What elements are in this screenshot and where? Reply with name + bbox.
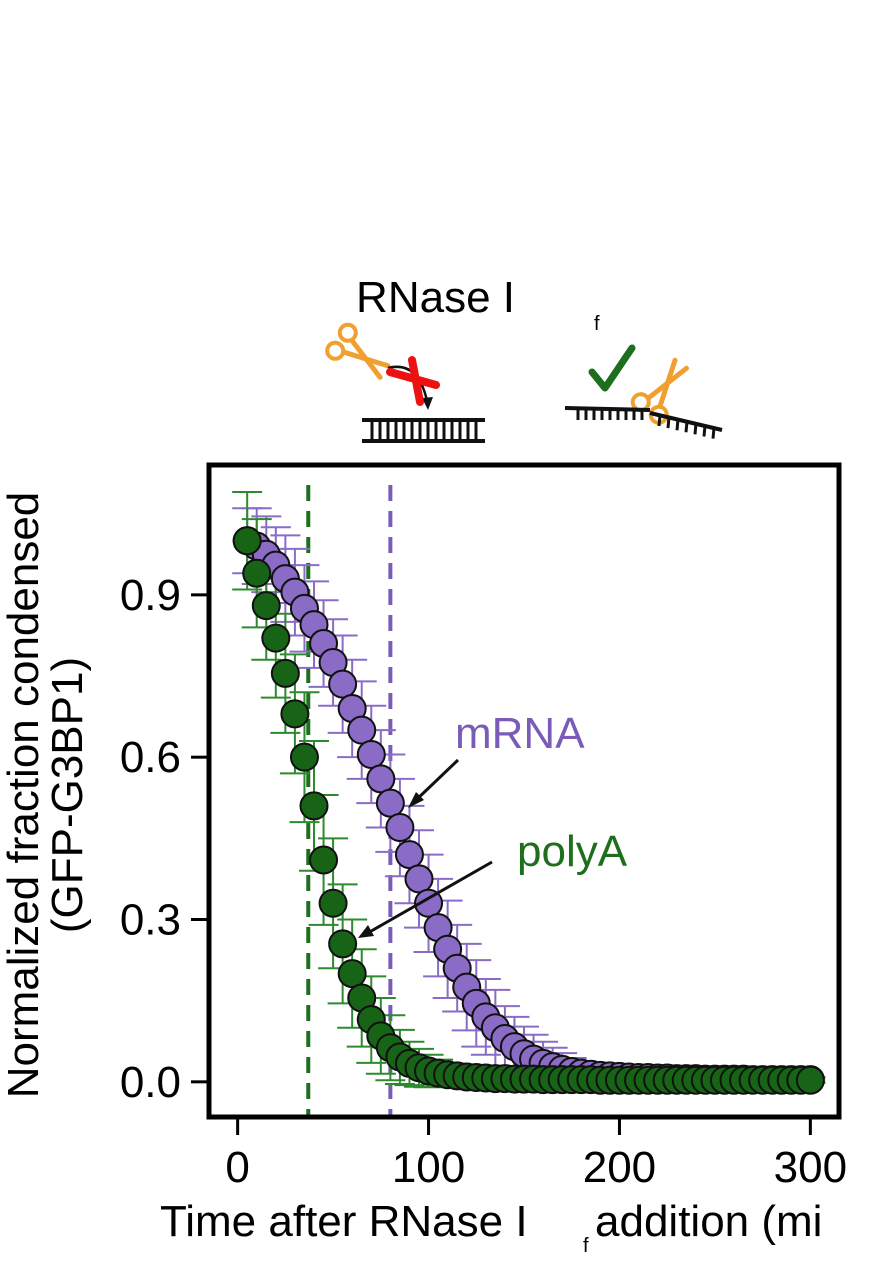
title-subscript: f	[594, 313, 600, 335]
arrowhead	[422, 397, 433, 410]
schematic-ssrna	[564, 344, 723, 439]
plot-frame	[206, 462, 842, 1120]
x-axis-label: Time after RNase I f addition (mi	[160, 1197, 822, 1257]
data-point-polya	[251, 591, 281, 621]
data-point-polya	[242, 558, 272, 588]
data-point-polya	[270, 658, 300, 688]
y-axis: 0.0 0.3 0.6 0.9	[120, 571, 207, 1107]
base	[684, 421, 689, 433]
data-point-polya	[309, 845, 339, 875]
data-point-mrna	[356, 739, 386, 769]
y-tick-label: 0.9	[120, 571, 181, 620]
data-point-polya	[280, 699, 310, 729]
data-point-polya	[289, 742, 319, 772]
scissors-icon	[325, 322, 391, 380]
single-stranded-rna-icon	[564, 406, 723, 439]
double-stranded-rna-icon	[362, 418, 485, 443]
y-tick-label: 0.3	[120, 896, 181, 945]
data-point-mrna	[394, 840, 424, 870]
y-axis-label-line1: Normalized fraction condensed	[0, 492, 48, 1099]
x-tick-label: 0	[225, 1143, 249, 1192]
check-icon	[588, 344, 636, 392]
base	[666, 416, 671, 429]
title-text: RNase I	[356, 273, 515, 322]
schematic-dsrna	[325, 322, 485, 443]
annotation-polya: polyA	[358, 827, 628, 938]
x-tick-label: 300	[774, 1143, 847, 1192]
data-point-polya	[318, 888, 348, 918]
scissors-icon	[630, 357, 689, 425]
rna-fragment-left	[564, 406, 651, 412]
y-axis-label-line2: (GFP-G3BP1)	[43, 657, 92, 933]
data-point-mrna	[404, 864, 434, 894]
chart-title: RNase I f	[356, 273, 600, 335]
x-tick-label: 100	[392, 1143, 465, 1192]
base	[702, 425, 707, 437]
x-axis-label-subscript: f	[583, 1235, 589, 1257]
data-point-polya	[328, 929, 358, 959]
x-axis: 0 100 200 300	[225, 1119, 847, 1192]
base	[675, 419, 680, 431]
base	[711, 427, 716, 439]
x-axis-label-main: Time after RNase I	[160, 1197, 528, 1246]
base	[693, 423, 698, 435]
label-mrna: mRNA	[455, 709, 585, 758]
y-tick-label: 0.0	[120, 1058, 181, 1107]
red-x-icon	[386, 356, 440, 406]
x-tick-label: 200	[583, 1143, 656, 1192]
annotation-mrna: mRNA	[408, 709, 585, 808]
data-point-polya	[299, 791, 329, 821]
data-point-polya	[337, 959, 367, 989]
svg-text:RNase I: RNase I	[356, 273, 515, 322]
data-points	[232, 526, 825, 1095]
y-axis-label: Normalized fraction condensed (GFP-G3BP1…	[0, 492, 92, 1099]
y-tick-label: 0.6	[120, 733, 181, 782]
data-point-mrna	[328, 669, 358, 699]
label-polya: polyA	[517, 827, 628, 876]
data-point-mrna	[347, 715, 377, 745]
data-point-mrna	[366, 764, 396, 794]
error-bars	[232, 491, 826, 1089]
x-axis-label-tail: addition (mi	[595, 1197, 822, 1246]
data-point-mrna	[385, 813, 415, 843]
data-point-mrna	[375, 788, 405, 818]
data-point-polya	[795, 1065, 825, 1095]
data-point-polya	[232, 526, 262, 556]
data-point-polya	[261, 623, 291, 653]
base	[657, 414, 662, 427]
